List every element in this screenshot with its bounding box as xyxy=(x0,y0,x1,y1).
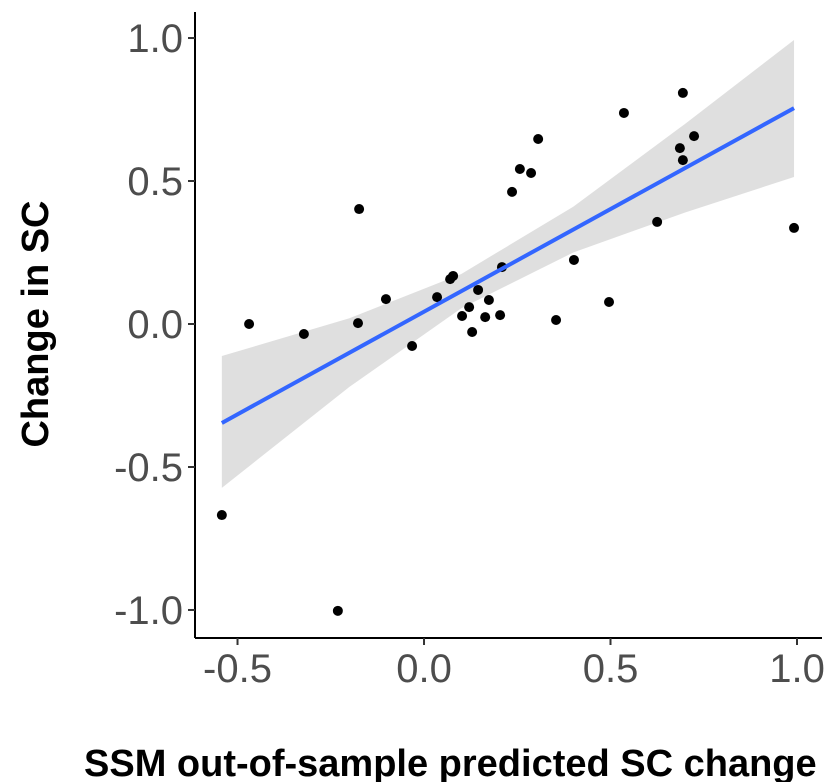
y-tick-label: -0.5 xyxy=(114,446,183,490)
point xyxy=(533,133,544,144)
point xyxy=(473,284,484,295)
point xyxy=(298,329,309,340)
y-tick-label: 1.0 xyxy=(127,17,183,61)
y-axis-title: Change in SC xyxy=(15,200,57,447)
y-tick-label: -1.0 xyxy=(114,589,183,633)
point xyxy=(216,510,227,521)
point xyxy=(380,294,391,305)
point xyxy=(244,318,255,329)
point xyxy=(354,204,365,215)
point xyxy=(464,302,475,313)
point xyxy=(551,314,562,325)
point xyxy=(689,131,700,142)
point xyxy=(604,296,615,307)
point xyxy=(448,270,459,281)
x-tick-label: 0.5 xyxy=(583,647,639,691)
point xyxy=(467,327,478,338)
x-tick-label: 0.0 xyxy=(396,647,452,691)
point xyxy=(495,310,506,321)
point xyxy=(677,87,688,98)
point xyxy=(514,164,525,175)
x-tick-label: 1.0 xyxy=(769,647,825,691)
x-tick-label: -0.5 xyxy=(203,647,272,691)
point xyxy=(568,254,579,265)
point xyxy=(526,168,537,179)
point xyxy=(507,186,518,197)
point xyxy=(483,294,494,305)
x-axis-title: SSM out-of-sample predicted SC change xyxy=(84,743,817,782)
point xyxy=(332,605,343,616)
fit-line xyxy=(220,106,795,425)
point xyxy=(407,341,418,352)
y-tick-label: 0.5 xyxy=(127,160,183,204)
point xyxy=(652,216,663,227)
point xyxy=(789,222,800,233)
point xyxy=(480,312,491,323)
point xyxy=(352,318,363,329)
point xyxy=(618,107,629,118)
point xyxy=(457,310,468,321)
point xyxy=(674,143,685,154)
point xyxy=(677,155,688,166)
y-tick-label: 0.0 xyxy=(127,303,183,347)
point xyxy=(432,292,443,303)
